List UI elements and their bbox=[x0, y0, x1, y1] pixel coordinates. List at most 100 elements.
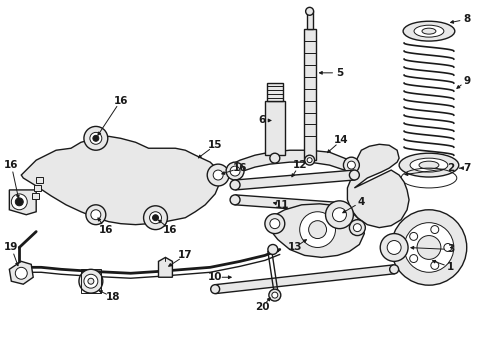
Polygon shape bbox=[230, 150, 354, 177]
Text: 1: 1 bbox=[447, 262, 454, 272]
Circle shape bbox=[270, 153, 280, 163]
Text: 3: 3 bbox=[447, 244, 454, 255]
Circle shape bbox=[417, 235, 441, 260]
Circle shape bbox=[333, 208, 346, 222]
Polygon shape bbox=[235, 170, 355, 190]
Circle shape bbox=[226, 162, 244, 180]
Circle shape bbox=[387, 240, 401, 255]
Text: 16: 16 bbox=[98, 225, 113, 235]
Text: 7: 7 bbox=[463, 163, 470, 173]
Circle shape bbox=[91, 210, 101, 220]
Circle shape bbox=[230, 195, 240, 205]
Circle shape bbox=[93, 135, 99, 141]
Polygon shape bbox=[9, 261, 33, 284]
Circle shape bbox=[211, 285, 220, 294]
Polygon shape bbox=[158, 257, 172, 277]
Polygon shape bbox=[21, 136, 220, 225]
Circle shape bbox=[268, 244, 278, 255]
Text: 16: 16 bbox=[233, 163, 247, 173]
Text: 16: 16 bbox=[163, 225, 178, 235]
Polygon shape bbox=[215, 265, 394, 294]
Text: 2: 2 bbox=[447, 163, 454, 173]
Text: 9: 9 bbox=[463, 76, 470, 86]
Circle shape bbox=[84, 274, 98, 288]
Polygon shape bbox=[34, 185, 41, 191]
Circle shape bbox=[390, 265, 399, 274]
Circle shape bbox=[270, 219, 280, 229]
Text: 10: 10 bbox=[208, 272, 222, 282]
Circle shape bbox=[88, 278, 94, 284]
Circle shape bbox=[444, 243, 452, 251]
Circle shape bbox=[343, 157, 359, 173]
Polygon shape bbox=[307, 11, 313, 29]
Circle shape bbox=[84, 126, 108, 150]
Circle shape bbox=[349, 170, 359, 180]
Text: 19: 19 bbox=[4, 243, 19, 252]
Ellipse shape bbox=[414, 25, 444, 37]
Text: 11: 11 bbox=[274, 200, 289, 210]
Circle shape bbox=[79, 269, 103, 293]
Ellipse shape bbox=[403, 21, 455, 41]
Ellipse shape bbox=[422, 28, 436, 34]
Polygon shape bbox=[267, 83, 283, 100]
Circle shape bbox=[410, 255, 417, 262]
Polygon shape bbox=[235, 195, 345, 213]
Circle shape bbox=[347, 161, 355, 169]
Circle shape bbox=[325, 201, 353, 229]
Circle shape bbox=[340, 203, 349, 213]
Circle shape bbox=[353, 224, 361, 231]
Circle shape bbox=[265, 214, 285, 234]
Circle shape bbox=[86, 205, 106, 225]
Circle shape bbox=[306, 7, 314, 15]
Text: 4: 4 bbox=[358, 197, 365, 207]
Circle shape bbox=[349, 220, 366, 235]
Text: 12: 12 bbox=[293, 160, 307, 170]
Ellipse shape bbox=[89, 160, 113, 176]
Ellipse shape bbox=[121, 181, 141, 195]
Circle shape bbox=[431, 226, 439, 234]
Ellipse shape bbox=[109, 155, 133, 171]
Circle shape bbox=[15, 267, 27, 279]
Circle shape bbox=[272, 292, 278, 298]
Polygon shape bbox=[347, 144, 409, 228]
Ellipse shape bbox=[419, 161, 439, 169]
Circle shape bbox=[152, 215, 158, 221]
Ellipse shape bbox=[399, 153, 459, 177]
Circle shape bbox=[307, 158, 312, 163]
Circle shape bbox=[144, 206, 168, 230]
Polygon shape bbox=[36, 177, 43, 183]
Circle shape bbox=[309, 221, 326, 239]
Circle shape bbox=[404, 223, 454, 272]
Text: 20: 20 bbox=[255, 302, 269, 312]
Polygon shape bbox=[32, 193, 39, 199]
Circle shape bbox=[305, 155, 315, 165]
Ellipse shape bbox=[131, 157, 150, 171]
Text: 8: 8 bbox=[463, 14, 470, 24]
Circle shape bbox=[11, 194, 27, 210]
Polygon shape bbox=[270, 204, 365, 257]
Circle shape bbox=[300, 212, 336, 247]
Circle shape bbox=[207, 164, 229, 186]
Text: 14: 14 bbox=[334, 135, 349, 145]
Text: 17: 17 bbox=[178, 251, 193, 260]
Polygon shape bbox=[9, 190, 36, 215]
Text: 13: 13 bbox=[288, 243, 302, 252]
Ellipse shape bbox=[143, 179, 158, 191]
Circle shape bbox=[391, 210, 467, 285]
Text: 16: 16 bbox=[4, 160, 19, 170]
Circle shape bbox=[90, 132, 102, 144]
Text: 6: 6 bbox=[258, 116, 266, 126]
Circle shape bbox=[380, 234, 408, 261]
Text: 16: 16 bbox=[114, 96, 128, 105]
Text: 5: 5 bbox=[336, 68, 343, 78]
Circle shape bbox=[213, 170, 223, 180]
Circle shape bbox=[149, 212, 162, 224]
Text: 15: 15 bbox=[208, 140, 222, 150]
Ellipse shape bbox=[99, 178, 119, 192]
Circle shape bbox=[269, 289, 281, 301]
Polygon shape bbox=[304, 29, 316, 160]
Circle shape bbox=[410, 233, 417, 240]
Circle shape bbox=[431, 261, 439, 269]
Circle shape bbox=[230, 180, 240, 190]
Ellipse shape bbox=[147, 166, 164, 178]
